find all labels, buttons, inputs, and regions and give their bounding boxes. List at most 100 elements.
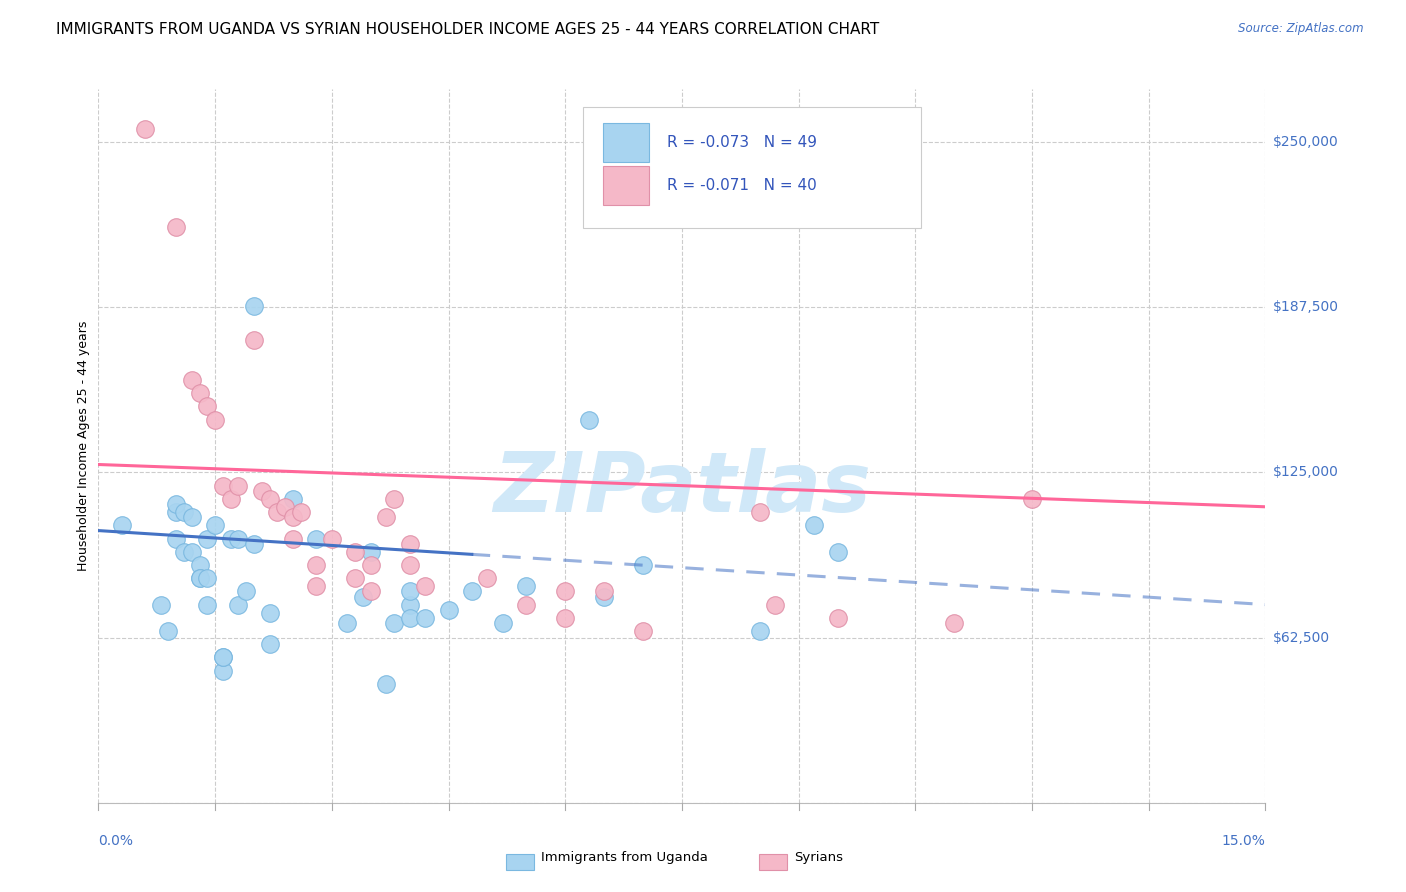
Point	[492, 616, 515, 631]
Text: R = -0.071   N = 40: R = -0.071 N = 40	[666, 178, 817, 193]
Text: R = -0.073   N = 49: R = -0.073 N = 49	[666, 136, 817, 150]
Point	[631, 624, 654, 638]
Point	[352, 590, 374, 604]
Point	[382, 616, 405, 631]
Point	[305, 558, 328, 572]
Point	[188, 571, 211, 585]
Y-axis label: Householder Income Ages 25 - 44 years: Householder Income Ages 25 - 44 years	[77, 321, 90, 571]
Point	[219, 532, 242, 546]
Point	[212, 650, 235, 665]
Text: ZIPatlas: ZIPatlas	[494, 449, 870, 529]
Point	[243, 299, 266, 313]
Point	[212, 650, 235, 665]
Text: IMMIGRANTS FROM UGANDA VS SYRIAN HOUSEHOLDER INCOME AGES 25 - 44 YEARS CORRELATI: IMMIGRANTS FROM UGANDA VS SYRIAN HOUSEHO…	[56, 22, 880, 37]
Text: $187,500: $187,500	[1272, 301, 1339, 314]
Point	[195, 532, 218, 546]
Text: $125,000: $125,000	[1272, 466, 1339, 479]
Point	[281, 491, 304, 506]
Point	[219, 491, 242, 506]
Point	[360, 558, 382, 572]
Point	[803, 518, 825, 533]
Point	[321, 532, 343, 546]
Point	[266, 505, 288, 519]
Point	[259, 491, 281, 506]
Point	[228, 478, 250, 492]
Point	[281, 532, 304, 546]
Point	[149, 598, 172, 612]
Point	[398, 598, 420, 612]
Point	[228, 598, 250, 612]
Point	[461, 584, 484, 599]
Point	[344, 545, 367, 559]
Point	[827, 611, 849, 625]
Point	[515, 579, 537, 593]
Point	[173, 545, 195, 559]
Text: 0.0%: 0.0%	[98, 834, 134, 848]
Point	[554, 611, 576, 625]
Text: Immigrants from Uganda: Immigrants from Uganda	[541, 851, 709, 863]
Point	[180, 545, 202, 559]
Point	[243, 537, 266, 551]
Point	[250, 483, 273, 498]
Point	[195, 571, 218, 585]
Point	[212, 664, 235, 678]
Point	[212, 478, 235, 492]
Point	[157, 624, 180, 638]
Point	[437, 603, 460, 617]
Point	[243, 333, 266, 347]
Point	[180, 510, 202, 524]
Point	[413, 611, 436, 625]
Point	[593, 584, 616, 599]
Point	[748, 624, 770, 638]
Text: 15.0%: 15.0%	[1222, 834, 1265, 848]
Point	[360, 584, 382, 599]
FancyBboxPatch shape	[603, 123, 650, 162]
Point	[578, 412, 600, 426]
Point	[195, 400, 218, 414]
Point	[631, 558, 654, 572]
Point	[165, 219, 187, 234]
Point	[180, 373, 202, 387]
Point	[134, 121, 156, 136]
Point	[165, 497, 187, 511]
Point	[188, 571, 211, 585]
Point	[259, 606, 281, 620]
Point	[228, 532, 250, 546]
Point	[195, 598, 218, 612]
Point	[274, 500, 297, 514]
Point	[515, 598, 537, 612]
Text: $62,500: $62,500	[1272, 631, 1330, 645]
Point	[204, 412, 226, 426]
Point	[593, 590, 616, 604]
Point	[375, 677, 398, 691]
Point	[235, 584, 257, 599]
Text: Source: ZipAtlas.com: Source: ZipAtlas.com	[1239, 22, 1364, 36]
Point	[281, 510, 304, 524]
Point	[413, 579, 436, 593]
Point	[554, 584, 576, 599]
Text: Syrians: Syrians	[794, 851, 844, 863]
Point	[344, 571, 367, 585]
Point	[763, 598, 786, 612]
Point	[290, 505, 312, 519]
Point	[398, 584, 420, 599]
Point	[943, 616, 966, 631]
Point	[173, 505, 195, 519]
Point	[111, 518, 134, 533]
Point	[827, 545, 849, 559]
Point	[305, 532, 328, 546]
Point	[1021, 491, 1043, 506]
Point	[336, 616, 359, 631]
Point	[204, 518, 226, 533]
Point	[375, 510, 398, 524]
Point	[188, 386, 211, 401]
Point	[398, 611, 420, 625]
Point	[748, 505, 770, 519]
Point	[398, 558, 420, 572]
FancyBboxPatch shape	[582, 107, 921, 228]
Point	[305, 579, 328, 593]
Point	[259, 637, 281, 651]
FancyBboxPatch shape	[603, 166, 650, 205]
Point	[398, 537, 420, 551]
Text: $250,000: $250,000	[1272, 135, 1339, 149]
